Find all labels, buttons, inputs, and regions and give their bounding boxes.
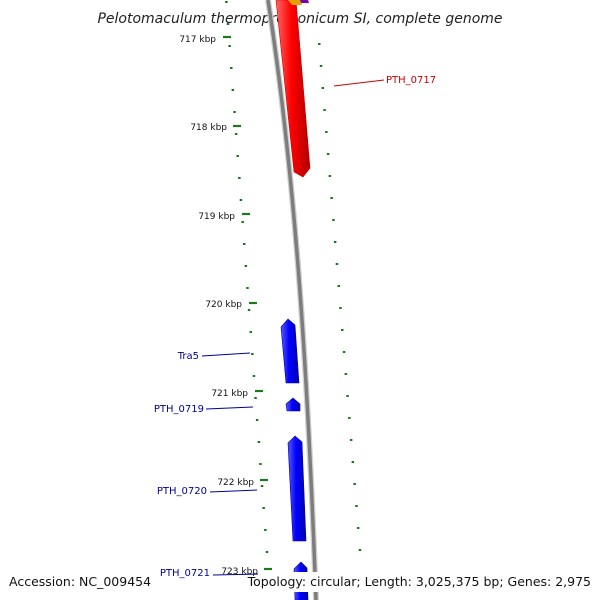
gene-PTH_0719[interactable]: PTH_0719: [154, 397, 301, 415]
tick-label-717: 717 kbp: [179, 35, 216, 45]
tick-label-723: 723 kbp: [221, 567, 258, 577]
genome-summary-text: Topology: circular; Length: 3,025,375 bp…: [247, 574, 591, 589]
tick-label-721: 721 kbp: [211, 389, 248, 399]
outer-tick-marks: [318, 43, 362, 551]
inner-tick-marks: [225, 1, 269, 553]
tick-label-720: 720 kbp: [205, 300, 242, 310]
gene-label-PTH_0721[interactable]: PTH_0721: [160, 568, 210, 579]
gene-label-PTH_0720[interactable]: PTH_0720: [157, 486, 207, 497]
accession-text: Accession: NC_009454: [9, 574, 151, 589]
gene-Tra5[interactable]: Tra5: [177, 318, 300, 384]
map-title: Pelotomaculum thermopropionicum SI, comp…: [97, 11, 502, 27]
gene-PTH_0720[interactable]: PTH_0720: [157, 435, 307, 542]
gene-label-PTH_0717[interactable]: PTH_0717: [386, 75, 436, 86]
tick-label-718: 718 kbp: [190, 123, 227, 133]
scale-ticks: 717 kbp 718 kbp 719 kbp 720 kbp 721 kbp …: [179, 35, 272, 577]
gene-label-PTH_0719[interactable]: PTH_0719: [154, 404, 204, 415]
tick-label-722: 722 kbp: [217, 478, 254, 488]
tick-label-719: 719 kbp: [198, 212, 235, 222]
gene-PTH_0717[interactable]: PTH_0717: [275, 0, 436, 178]
genome-backbone: [265, 0, 319, 600]
gene-label-Tra5[interactable]: Tra5: [177, 351, 199, 362]
